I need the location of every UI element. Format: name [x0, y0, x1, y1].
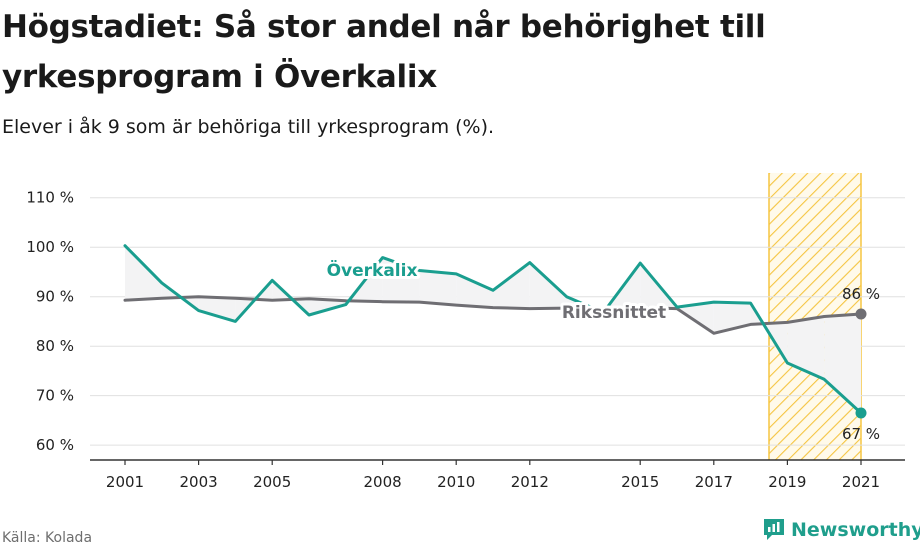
- newsworthy-logo: Newsworthy: [763, 518, 920, 542]
- x-axis: [90, 459, 905, 465]
- difference-area: [824, 314, 861, 413]
- x-tick-label: 2021: [842, 473, 880, 491]
- difference-area: [419, 270, 457, 306]
- y-tick-label: 110 %: [26, 189, 74, 207]
- end-point-rikssnittet: [855, 308, 867, 320]
- difference-area: [125, 245, 162, 301]
- x-axis-labels: 2001 2003 2005 2008 2010 2012 2015 2017 2019 2021: [106, 473, 880, 491]
- series-line-rikssnittet: [123, 295, 863, 335]
- series-line-overkalix: [123, 244, 863, 415]
- newsworthy-logo-icon: [764, 519, 784, 540]
- x-tick-label: 2017: [695, 473, 733, 491]
- y-tick-label: 90 %: [36, 288, 74, 306]
- series-labels: Överkalix Rikssnittet 86 % 67 %: [324, 256, 880, 443]
- y-axis-labels: 60 % 70 % 80 % 90 % 100 % 110 %: [26, 189, 74, 454]
- x-tick-label: 2019: [768, 473, 806, 491]
- y-tick-label: 100 %: [26, 238, 74, 256]
- end-label-overkalix: 67 %: [842, 425, 880, 443]
- series-label-overkalix: Överkalix: [327, 259, 418, 281]
- difference-area: [787, 316, 825, 380]
- y-tick-label: 80 %: [36, 337, 74, 355]
- y-tick-label: 60 %: [36, 436, 74, 454]
- x-tick-label: 2010: [437, 473, 475, 491]
- y-tick-label: 70 %: [36, 387, 74, 405]
- difference-area: [198, 296, 236, 322]
- chart-subtitle: Elever i åk 9 som är behöriga till yrkes…: [2, 116, 495, 138]
- difference-area: [529, 262, 567, 309]
- x-tick-label: 2003: [180, 473, 218, 491]
- x-tick-label: 2005: [253, 473, 291, 491]
- x-tick-label: 2008: [364, 473, 402, 491]
- source-note: Källa: Kolada: [2, 530, 93, 546]
- end-label-rikssnittet: 86 %: [842, 285, 880, 303]
- series-lines: [123, 244, 867, 419]
- difference-area: [456, 273, 493, 308]
- series-label-rikssnittet: Rikssnittet: [562, 303, 666, 323]
- x-tick-label: 2012: [511, 473, 549, 491]
- difference-area: [493, 262, 530, 309]
- difference-fill: [125, 245, 861, 413]
- brand-name: Newsworthy: [791, 519, 920, 541]
- end-point-overkalix: [855, 407, 867, 419]
- chart-title: Högstadiet: Så stor andel når behörighet…: [2, 9, 766, 95]
- x-tick-label: 2001: [106, 473, 144, 491]
- x-tick-label: 2015: [621, 473, 659, 491]
